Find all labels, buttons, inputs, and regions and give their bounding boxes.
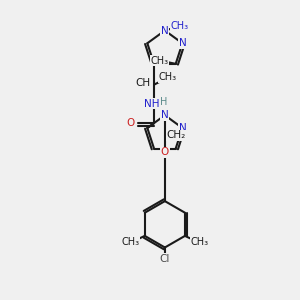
Text: CH₃: CH₃: [122, 237, 140, 248]
Text: CH₃: CH₃: [171, 21, 189, 31]
Text: N: N: [161, 26, 169, 35]
Text: O: O: [161, 147, 169, 158]
Text: N: N: [178, 38, 186, 48]
Text: O: O: [126, 118, 134, 128]
Text: CH₃: CH₃: [158, 72, 176, 82]
Text: Cl: Cl: [160, 254, 170, 264]
Text: H: H: [160, 98, 167, 107]
Text: CH₃: CH₃: [190, 237, 208, 248]
Text: CH₃: CH₃: [150, 56, 168, 66]
Text: CH₂: CH₂: [167, 130, 186, 140]
Text: CH: CH: [135, 78, 150, 88]
Text: N: N: [178, 123, 186, 133]
Text: NH: NH: [144, 99, 160, 109]
Text: N: N: [161, 110, 169, 120]
